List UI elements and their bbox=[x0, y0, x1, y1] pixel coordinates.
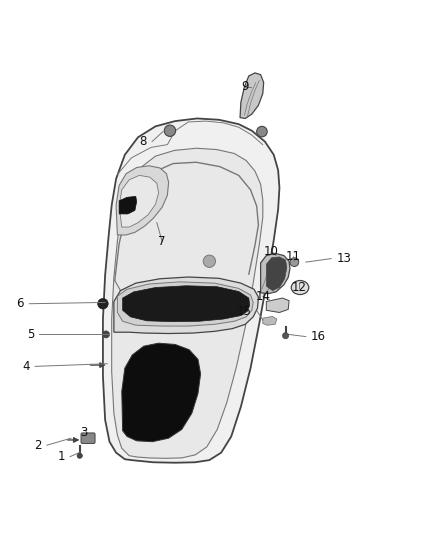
Text: 15: 15 bbox=[237, 305, 252, 318]
Text: 2: 2 bbox=[34, 439, 42, 451]
Polygon shape bbox=[240, 73, 264, 118]
Text: 11: 11 bbox=[286, 251, 301, 263]
Polygon shape bbox=[114, 277, 258, 334]
Text: 13: 13 bbox=[336, 252, 351, 265]
Text: 12: 12 bbox=[291, 281, 306, 294]
Circle shape bbox=[98, 298, 108, 309]
Polygon shape bbox=[263, 317, 277, 325]
Text: 14: 14 bbox=[255, 290, 270, 303]
Text: 9: 9 bbox=[241, 80, 249, 93]
Polygon shape bbox=[122, 343, 201, 442]
Text: 8: 8 bbox=[139, 135, 147, 148]
Polygon shape bbox=[123, 286, 250, 322]
FancyBboxPatch shape bbox=[81, 433, 95, 443]
Polygon shape bbox=[117, 282, 253, 326]
Text: 5: 5 bbox=[27, 328, 34, 341]
Text: 16: 16 bbox=[311, 330, 326, 343]
Circle shape bbox=[257, 126, 267, 137]
Circle shape bbox=[283, 333, 289, 339]
Circle shape bbox=[164, 125, 176, 136]
Circle shape bbox=[290, 258, 299, 266]
Polygon shape bbox=[261, 253, 290, 294]
Polygon shape bbox=[112, 148, 263, 458]
Circle shape bbox=[102, 331, 110, 338]
Ellipse shape bbox=[291, 280, 309, 295]
Text: 3: 3 bbox=[80, 426, 88, 439]
Text: 1: 1 bbox=[57, 450, 65, 463]
Text: 6: 6 bbox=[17, 297, 24, 310]
Polygon shape bbox=[116, 166, 169, 235]
Text: 10: 10 bbox=[264, 245, 279, 257]
Text: 7: 7 bbox=[158, 235, 166, 248]
Polygon shape bbox=[119, 197, 137, 214]
Polygon shape bbox=[266, 257, 287, 290]
Circle shape bbox=[77, 453, 82, 458]
Polygon shape bbox=[266, 298, 289, 312]
Polygon shape bbox=[119, 175, 159, 227]
Circle shape bbox=[203, 255, 215, 268]
Polygon shape bbox=[103, 118, 279, 463]
Text: 4: 4 bbox=[22, 360, 30, 373]
